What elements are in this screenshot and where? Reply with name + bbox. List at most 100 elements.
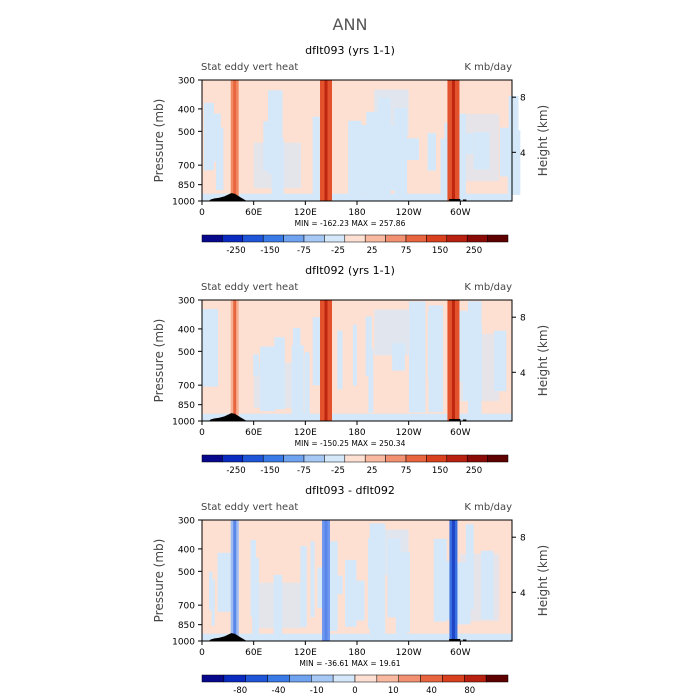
panel-3: dfIt093 - dfIt092 Stat eddy vert heat K mb… <box>152 484 550 696</box>
negative-patch <box>312 116 320 196</box>
y2-tick-label: 8 <box>520 314 526 324</box>
colorbar-swatch <box>344 454 366 463</box>
colorbar-label: -150 <box>260 246 279 256</box>
x-tick-label: 180 <box>348 208 365 218</box>
colorbar-swatch <box>354 674 378 683</box>
colorbar-swatch <box>426 454 448 463</box>
y2-tick-label: 8 <box>520 94 526 104</box>
negative-patch <box>374 89 409 136</box>
band-core-2 <box>324 80 328 201</box>
x-tick-label: 60E <box>245 648 262 658</box>
colorbar-label: 150 <box>432 466 448 476</box>
negative-patch <box>368 348 374 413</box>
colorbar-swatch <box>262 454 284 463</box>
negative-patch <box>460 113 500 182</box>
y-tick-label: 700 <box>178 162 195 172</box>
band-core-1 <box>233 80 237 201</box>
colorbar-label: 25 <box>367 246 378 256</box>
colorbar-label: 250 <box>466 466 482 476</box>
negative-patch <box>396 566 407 638</box>
colorbar-label: 40 <box>426 686 437 696</box>
colorbar-swatch <box>364 234 386 243</box>
colorbar-label: 150 <box>432 246 448 256</box>
lower-layer-patch <box>202 633 512 641</box>
y2-axis-label: Height (km) <box>536 325 550 396</box>
y-tick-label: 700 <box>178 602 195 612</box>
figure-title: ANN <box>333 15 368 34</box>
topography-asia <box>208 193 247 201</box>
y2-tick-label: 4 <box>520 589 526 599</box>
y-tick-label: 400 <box>178 105 195 115</box>
colorbar-swatch <box>398 674 421 683</box>
panel-title: dfIt092 (yrs 1-1) <box>305 264 395 277</box>
colorbar-swatch <box>364 454 386 463</box>
colorbar-swatch <box>487 234 509 243</box>
panel-right-label: K mb/day <box>464 62 512 73</box>
y-tick-label: 850 <box>178 181 195 191</box>
y2-axis-label: Height (km) <box>536 545 550 616</box>
colorbar-label: 25 <box>367 466 378 476</box>
colorbar-swatch <box>262 234 284 243</box>
colorbar-swatch <box>466 234 488 243</box>
negative-patch <box>211 579 215 626</box>
negative-patch <box>396 137 403 183</box>
colorbar-label: -25 <box>331 466 345 476</box>
negative-patch <box>444 122 450 196</box>
x-tick-label: 180 <box>348 428 365 438</box>
colorbar-swatch <box>303 454 325 463</box>
colorbar-swatch <box>420 674 443 683</box>
colorbar-swatch <box>324 234 346 243</box>
colorbar-swatch <box>289 674 312 683</box>
band-core-1 <box>233 520 237 641</box>
negative-patch <box>374 529 409 576</box>
y-tick-label: 700 <box>178 382 195 392</box>
negative-patch <box>345 559 357 627</box>
colorbar-swatch <box>283 234 305 243</box>
y2-tick-label: 4 <box>520 149 526 159</box>
colorbar-label: 75 <box>401 246 412 256</box>
colorbar-swatch <box>242 234 264 243</box>
colorbar-label: 80 <box>464 686 475 696</box>
stats-label: MIN = -162.23 MAX = 257.86 <box>295 219 406 228</box>
colorbar-swatch <box>324 454 346 463</box>
panels: dfIt093 (yrs 1-1) Stat eddy vert heat K mb… <box>152 44 550 696</box>
topography-andes-2 <box>462 639 467 641</box>
negative-patch <box>203 102 214 171</box>
negative-patch <box>337 330 343 390</box>
x-tick-label: 120W <box>396 428 422 438</box>
negative-patch <box>202 309 219 387</box>
topography-andes <box>449 198 461 201</box>
negative-patch <box>300 546 307 628</box>
colorbar-label: -75 <box>297 246 311 256</box>
colorbar-swatch <box>242 454 264 463</box>
colorbar-label: -250 <box>226 246 245 256</box>
colorbar-swatch <box>376 674 399 683</box>
x-tick-label: 120W <box>396 648 422 658</box>
lower-layer-patch <box>202 413 512 421</box>
colorbar-swatch <box>222 454 244 463</box>
x-tick-label: 120E <box>294 428 317 438</box>
y-tick-label: 300 <box>178 297 195 307</box>
negative-patch <box>352 324 357 386</box>
negative-patch <box>440 138 446 198</box>
negative-patch <box>250 539 256 617</box>
panel-left-label: Stat eddy vert heat <box>201 502 298 513</box>
y-tick-label: 500 <box>178 128 195 138</box>
colorbar-swatch <box>442 674 465 683</box>
panel-title: dfIt093 - dfIt092 <box>305 484 395 497</box>
lower-layer-patch <box>202 193 512 201</box>
band-core-3 <box>451 520 455 641</box>
panel-1: dfIt093 (yrs 1-1) Stat eddy vert heat K mb… <box>152 44 550 256</box>
colorbar-swatch <box>267 674 290 683</box>
colorbar-label: -80 <box>233 686 247 696</box>
colorbar-swatch <box>201 234 223 243</box>
x-tick-label: 60W <box>450 428 470 438</box>
colorbar-swatch <box>222 234 244 243</box>
panel-left-label: Stat eddy vert heat <box>201 282 298 293</box>
y-tick-label: 1000 <box>172 198 195 208</box>
topography-asia <box>208 633 247 641</box>
negative-patch <box>427 132 436 171</box>
y-tick-label: 500 <box>178 348 195 358</box>
colorbar-swatch <box>446 454 468 463</box>
